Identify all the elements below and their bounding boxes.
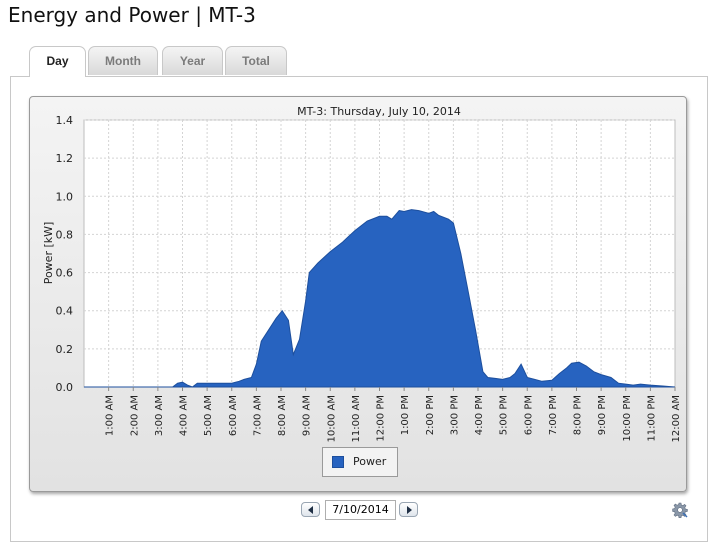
x-tick-label: 5:00 AM [203,395,214,436]
arrow-right-icon [407,506,412,514]
y-tick-label: 0.6 [56,267,74,280]
y-tick-label: 1.2 [56,152,74,165]
x-tick-label: 11:00 PM [646,395,657,442]
x-tick-label: 5:00 PM [499,395,510,435]
y-tick-label: 0.2 [56,343,74,356]
x-tick-label: 9:00 PM [597,395,608,435]
arrow-left-icon [308,506,313,514]
y-tick-label: 1.4 [56,114,74,127]
chart-legend[interactable]: Power [322,447,398,477]
x-tick-label: 8:00 AM [277,395,288,436]
page-title: Energy and Power | MT-3 [8,3,256,27]
x-tick-label: 11:00 AM [351,395,362,442]
tab-day[interactable]: Day [29,46,86,77]
tab-total[interactable]: Total [225,46,287,75]
x-tick-label: 7:00 PM [548,395,559,435]
x-tick-label: 2:00 PM [425,395,436,435]
x-axis: 1:00 AM 2:00 AM 3:00 AM 4:00 AM 5:00 AM 6:00 … [105,387,682,442]
x-tick-label: 12:00 AM [671,395,682,442]
next-day-button[interactable] [399,502,418,517]
x-tick-label: 12:00 PM [376,395,387,442]
x-tick-label: 3:00 AM [154,395,165,436]
y-tick-label: 0.0 [56,381,74,394]
x-tick-label: 10:00 PM [622,395,633,442]
tab-year[interactable]: Year [162,46,223,75]
x-tick-label: 1:00 PM [400,395,411,435]
y-tick-label: 0.8 [56,228,74,241]
x-tick-label: 4:00 AM [179,395,190,436]
y-axis-label: Power [kW] [42,222,55,285]
chart-title: MT-3: Thursday, July 10, 2014 [297,105,461,118]
legend-label-power: Power [353,455,387,468]
x-tick-label: 8:00 PM [573,395,584,435]
x-tick-label: 2:00 AM [129,395,140,436]
y-tick-label: 0.4 [56,305,74,318]
power-area [84,209,676,388]
x-tick-label: 4:00 PM [474,395,485,435]
y-axis: 0.0 0.2 0.4 0.6 0.8 1.0 1.2 1.4 [56,114,74,394]
tab-month[interactable]: Month [88,46,158,75]
x-tick-label: 6:00 PM [523,395,534,435]
x-tick-label: 1:00 AM [105,395,116,436]
legend-swatch-power [332,456,344,468]
x-tick-label: 10:00 AM [326,395,337,442]
x-tick-label: 6:00 AM [228,395,239,436]
gear-icon[interactable] [672,502,688,518]
previous-day-button[interactable] [301,502,320,517]
y-tick-label: 1.0 [56,190,74,203]
x-tick-label: 7:00 AM [252,395,263,436]
x-tick-label: 9:00 AM [302,395,313,436]
date-field[interactable]: 7/10/2014 [325,500,396,520]
x-tick-label: 3:00 PM [449,395,460,435]
